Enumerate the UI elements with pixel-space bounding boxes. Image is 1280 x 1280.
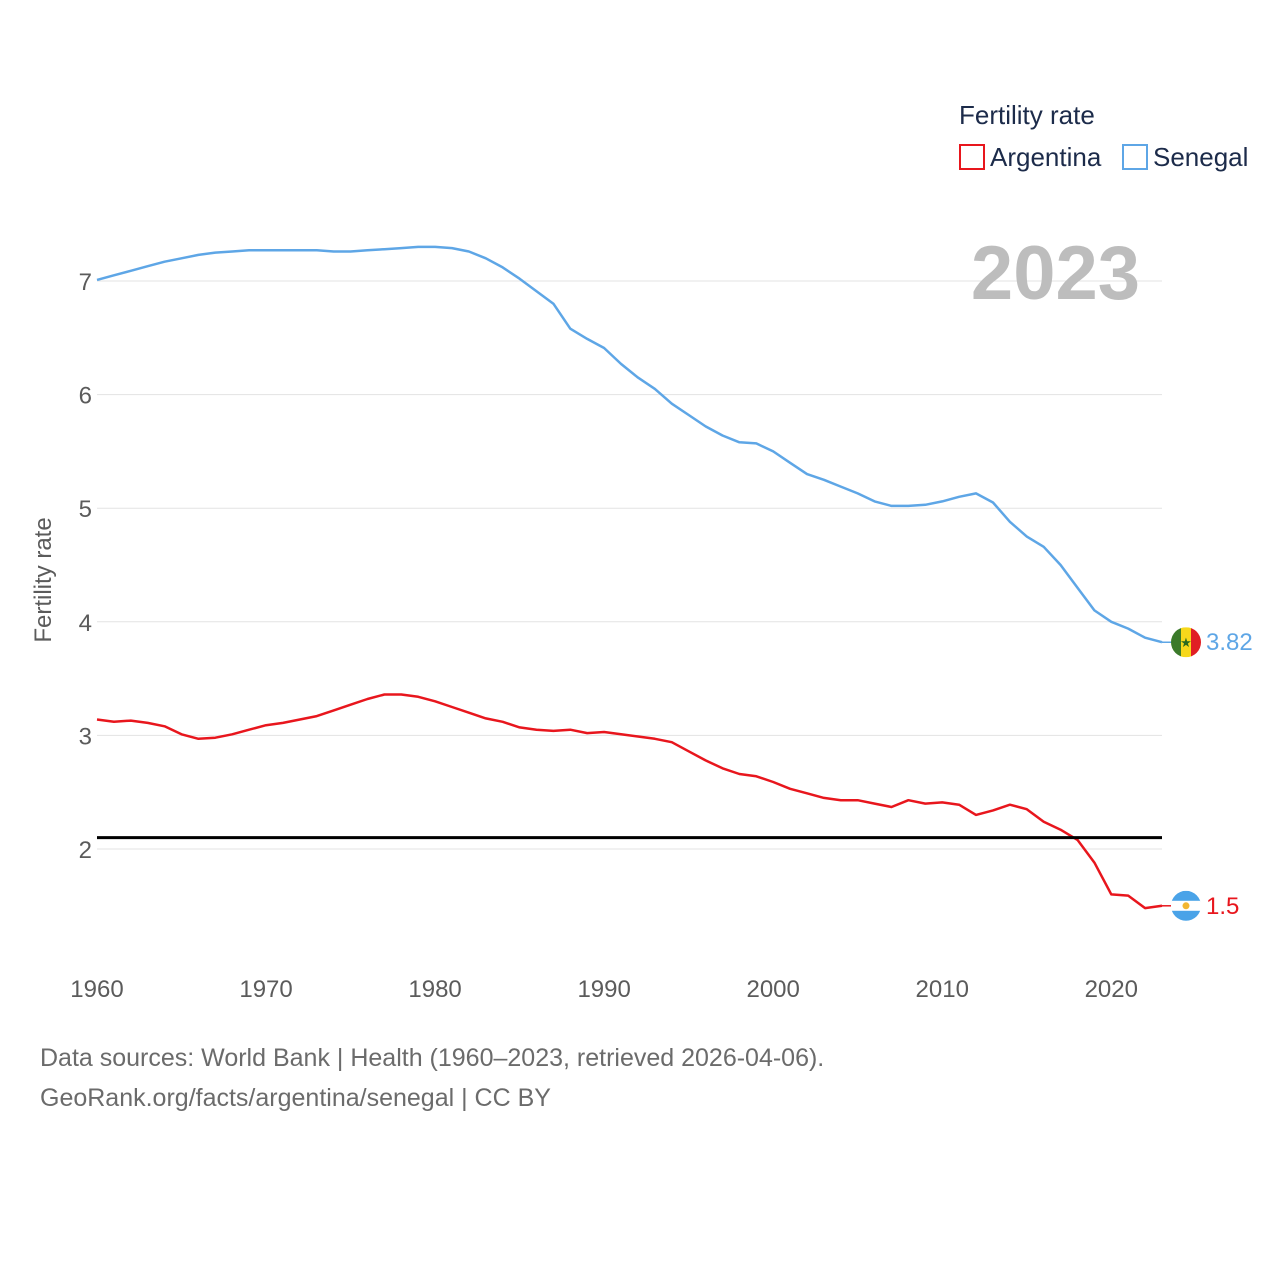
legend-title: Fertility rate bbox=[959, 100, 1095, 130]
y-axis-ticks: 2 3 4 5 6 7 bbox=[79, 269, 92, 864]
x-tick-label: 1960 bbox=[70, 976, 123, 1003]
legend-label-senegal: Senegal bbox=[1153, 142, 1248, 172]
fertility-rate-chart: 2 3 4 5 6 7 1960 1970 1980 1990 2000 2010 2020 Fert… bbox=[30, 100, 1253, 1003]
series-layer bbox=[96, 245, 1163, 910]
footer-attribution[interactable]: GeoRank.org/facts/argentina/senegal | CC… bbox=[40, 1084, 551, 1112]
legend-item-argentina[interactable]: Argentina bbox=[959, 142, 1102, 172]
svg-text:★: ★ bbox=[1180, 636, 1192, 651]
end-markers: 1.5 ★ 3.82 bbox=[1162, 627, 1253, 921]
end-value-label-senegal: 3.82 bbox=[1206, 629, 1253, 656]
legend-item-senegal[interactable]: Senegal bbox=[1122, 142, 1248, 172]
y-axis-label: Fertility rate bbox=[30, 517, 57, 642]
end-value-label-argentina: 1.5 bbox=[1206, 893, 1239, 920]
x-tick-label: 1990 bbox=[577, 976, 630, 1003]
senegal-flag-icon: ★ bbox=[1162, 627, 1201, 658]
legend: Fertility rate Argentina Senegal bbox=[959, 100, 1248, 172]
x-tick-label: 2020 bbox=[1085, 976, 1138, 1003]
series-line-senegal[interactable] bbox=[96, 245, 1163, 644]
legend-swatch-argentina bbox=[959, 144, 985, 170]
argentina-flag-icon bbox=[1162, 890, 1201, 921]
y-tick-label: 6 bbox=[79, 383, 92, 410]
year-label: 2023 bbox=[971, 231, 1140, 316]
x-tick-label: 2000 bbox=[746, 976, 799, 1003]
y-tick-label: 5 bbox=[79, 496, 92, 523]
y-tick-label: 3 bbox=[79, 723, 92, 750]
footer-sources: Data sources: World Bank | Health (1960–… bbox=[40, 1044, 825, 1072]
y-tick-label: 7 bbox=[79, 269, 92, 296]
x-tick-label: 1970 bbox=[239, 976, 292, 1003]
x-tick-label: 2010 bbox=[916, 976, 969, 1003]
y-tick-label: 2 bbox=[79, 837, 92, 864]
x-axis-ticks: 1960 1970 1980 1990 2000 2010 2020 bbox=[70, 976, 1138, 1003]
grid-layer bbox=[97, 280, 1162, 850]
series-line-argentina[interactable] bbox=[96, 693, 1163, 910]
legend-label-argentina: Argentina bbox=[990, 142, 1102, 172]
legend-swatch-senegal bbox=[1122, 144, 1148, 170]
y-tick-label: 4 bbox=[79, 610, 92, 637]
x-tick-label: 1980 bbox=[408, 976, 461, 1003]
